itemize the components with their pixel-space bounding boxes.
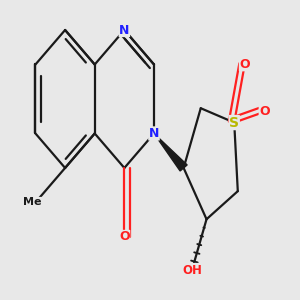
Text: OH: OH (182, 263, 202, 277)
Text: Me: Me (23, 197, 42, 208)
Text: N: N (119, 23, 130, 37)
Text: O: O (259, 105, 270, 118)
Text: O: O (239, 58, 250, 71)
Polygon shape (154, 134, 187, 171)
Text: N: N (149, 127, 159, 140)
Text: O: O (119, 230, 130, 243)
Text: S: S (229, 116, 239, 130)
